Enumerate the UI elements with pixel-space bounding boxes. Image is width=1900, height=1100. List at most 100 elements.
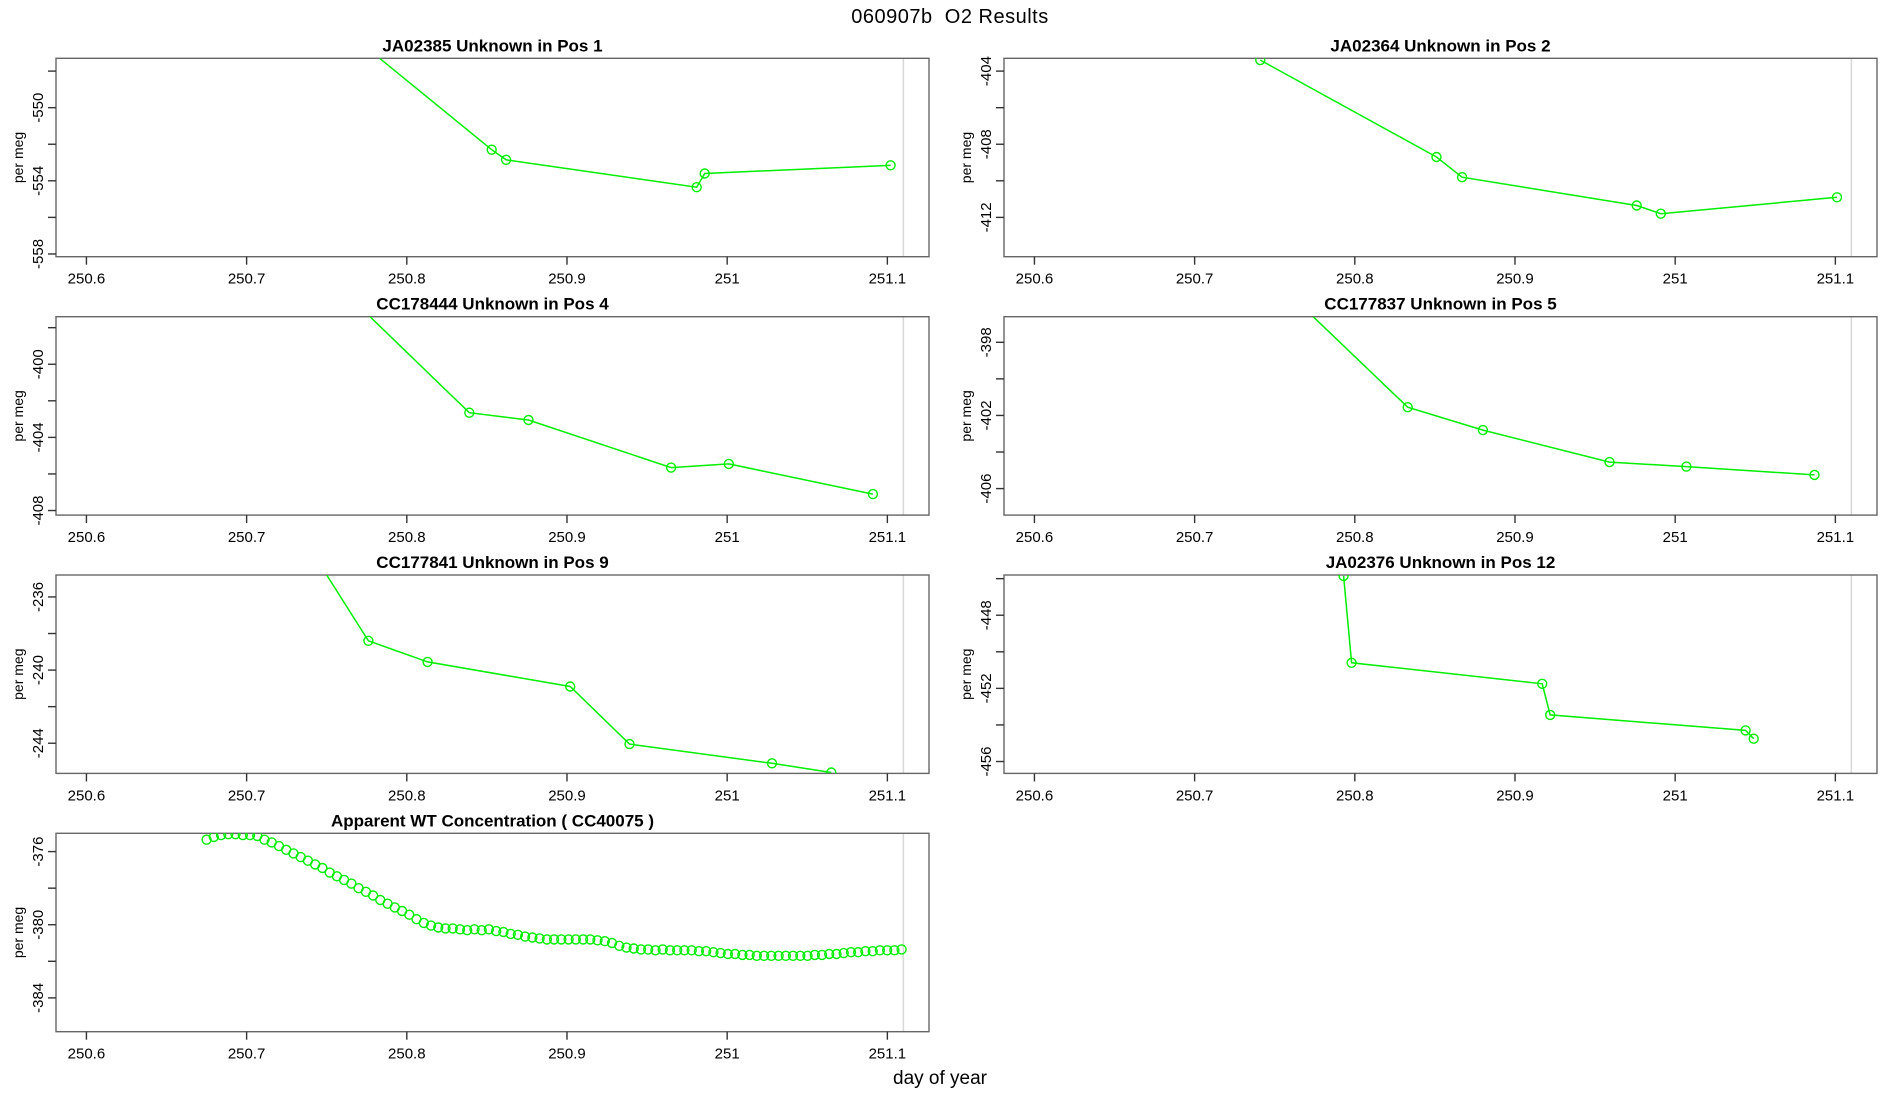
data-point-marker	[483, 924, 495, 935]
data-point-marker	[737, 949, 748, 961]
x-tick-label: 250.7	[228, 271, 266, 288]
x-tick-label: 251	[715, 1046, 740, 1063]
data-point-marker	[1255, 58, 1266, 66]
y-tick-label: -554	[30, 166, 47, 196]
subplot-wt-concentration: Apparent WT Concentration ( CC40075 ) 250…	[10, 811, 930, 1063]
data-point-marker	[215, 833, 227, 841]
x-tick-label: 251.1	[1817, 787, 1855, 804]
data-point-marker	[418, 917, 429, 929]
data-point-marker	[440, 923, 451, 934]
data-point-marker	[657, 944, 668, 955]
x-tick-label: 250.9	[548, 271, 586, 288]
series-line	[1342, 575, 1755, 740]
data-point-marker	[541, 934, 553, 945]
data-point-marker	[723, 458, 734, 470]
data-point-marker	[565, 681, 576, 692]
x-tick-label: 250.7	[228, 1046, 266, 1063]
data-point-marker	[831, 948, 842, 960]
data-point-marker	[208, 833, 219, 843]
x-tick-label: 250.6	[68, 787, 106, 804]
subplot-pos4: CC178444 Unknown in Pos 4 250.6 250.7 250.8…	[10, 295, 930, 546]
subplot-title: CC178444 Unknown in Pos 4	[376, 295, 609, 314]
data-point-marker	[404, 909, 415, 920]
x-tick-label: 250.9	[1496, 529, 1534, 546]
x-tick-label: 251	[1663, 787, 1688, 804]
x-tick-label: 250.6	[68, 1046, 106, 1063]
data-point-marker	[201, 834, 212, 845]
data-point-marker	[237, 833, 248, 841]
data-point-marker	[722, 948, 734, 960]
x-tick-label: 251	[1663, 529, 1688, 546]
data-point-marker	[500, 154, 512, 166]
subplot-pos2: JA02364 Unknown in Pos 2 250.6 250.7 250.8 2…	[958, 36, 1878, 288]
data-point-marker	[491, 925, 502, 937]
series-group	[326, 575, 837, 774]
y-axis-unit-label: per meg	[10, 907, 26, 958]
x-tick-label: 250.9	[548, 787, 586, 804]
data-point-marker	[650, 945, 661, 956]
data-point-marker	[577, 934, 589, 945]
data-point-marker	[744, 949, 755, 961]
plot-box	[55, 316, 930, 516]
data-point-marker	[867, 488, 879, 500]
x-tick-label: 250.6	[68, 271, 106, 288]
data-point-marker	[624, 738, 635, 750]
data-point-marker	[422, 656, 433, 668]
y-tick-label: -408	[978, 129, 995, 159]
subplot-title: JA02376 Unknown in Pos 12	[1326, 553, 1556, 572]
y-tick-label: -558	[30, 239, 47, 269]
data-point-marker	[614, 940, 625, 951]
x-tick-label: 250.7	[228, 529, 266, 546]
data-point-marker	[882, 945, 893, 956]
data-point-marker	[643, 944, 654, 955]
series-group	[379, 58, 896, 193]
data-point-marker	[486, 144, 497, 155]
data-point-marker	[346, 878, 357, 889]
figure-title: 060907b O2 Results	[851, 6, 1049, 28]
y-tick-label: -456	[978, 746, 995, 776]
series-line	[1259, 59, 1838, 215]
x-tick-label: 250.7	[1176, 787, 1214, 804]
y-tick-label: -376	[30, 837, 47, 867]
data-point-marker	[867, 946, 878, 957]
data-point-marker	[628, 943, 639, 954]
y-axis-unit-label: per meg	[10, 649, 26, 700]
subplot-pos5: CC177837 Unknown in Pos 5 250.6 250.7 250.8…	[958, 295, 1878, 546]
data-point-marker	[860, 946, 871, 957]
series-group	[1255, 58, 1843, 219]
data-point-marker	[223, 833, 234, 840]
x-tick-label: 250.8	[388, 529, 426, 546]
data-point-marker	[1748, 733, 1759, 744]
x-tick-label: 251	[715, 787, 740, 804]
data-point-marker	[885, 160, 896, 171]
x-tick-label: 250.6	[1016, 787, 1054, 804]
data-point-marker	[527, 932, 538, 943]
data-point-marker	[853, 947, 864, 958]
data-point-marker	[809, 949, 820, 961]
data-point-marker	[795, 950, 806, 961]
data-point-marker	[699, 168, 710, 179]
data-point-marker	[896, 944, 907, 955]
x-tick-label: 250.9	[1496, 271, 1534, 288]
data-point-marker	[1544, 709, 1556, 721]
x-tick-label: 250.7	[1176, 529, 1214, 546]
series-group	[369, 316, 879, 500]
data-point-marker	[585, 934, 596, 945]
data-point-marker	[845, 947, 857, 958]
data-point-marker	[889, 945, 900, 956]
data-point-marker	[462, 925, 473, 936]
x-tick-label: 250.9	[548, 529, 586, 546]
x-tick-label: 251.1	[1817, 271, 1855, 288]
subplot-pos12: JA02376 Unknown in Pos 12 250.6 250.7 250.8…	[958, 553, 1878, 804]
data-point-marker	[1477, 424, 1489, 436]
series-group	[1338, 575, 1759, 744]
data-point-marker	[826, 767, 837, 774]
y-axis-unit-label: per meg	[958, 649, 974, 700]
data-point-marker	[672, 945, 683, 956]
x-tick-label: 250.8	[1336, 787, 1374, 804]
subplot-title: CC177837 Unknown in Pos 5	[1324, 295, 1556, 314]
y-axis-unit-label: per meg	[958, 132, 974, 183]
subplot-title: JA02364 Unknown in Pos 2	[1330, 36, 1550, 55]
